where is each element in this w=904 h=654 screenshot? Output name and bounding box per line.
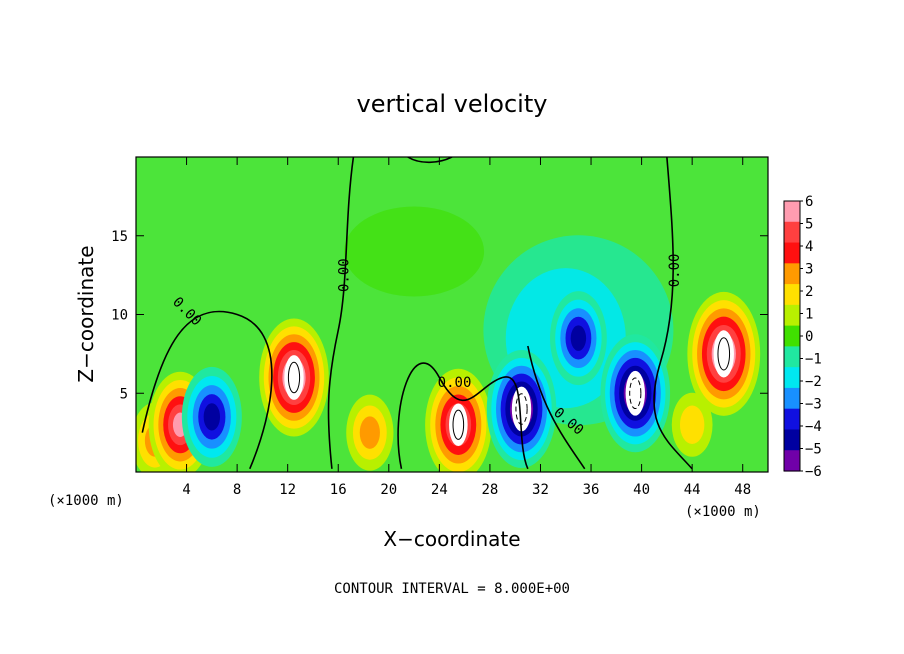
colorbar-cell — [784, 450, 800, 472]
field-feature — [679, 405, 705, 444]
colorbar-tick-label: −2 — [805, 374, 822, 390]
x-tick-label: 32 — [532, 482, 549, 498]
field-region — [344, 206, 485, 297]
field-core — [449, 403, 468, 447]
core-contour — [452, 409, 465, 440]
x-tick-label: 40 — [633, 482, 650, 498]
velocity-field — [136, 206, 761, 472]
colorbar-tick-label: −1 — [805, 352, 822, 368]
colorbar-tick-label: −4 — [805, 419, 822, 435]
y-tick-label: 10 — [111, 308, 128, 324]
core-contour — [287, 361, 301, 394]
colorbar-tick-label: 4 — [805, 239, 813, 255]
colorbar-tick-label: 3 — [805, 262, 813, 278]
zero-contour-line — [327, 157, 355, 469]
zero-contour-line — [397, 362, 529, 470]
field-core — [625, 370, 645, 416]
colorbar-tick-label: −6 — [805, 464, 822, 480]
x-tick-label: 16 — [330, 482, 347, 498]
x-axis-label: X−coordinate — [383, 527, 520, 551]
y-tick-label: 15 — [111, 229, 128, 245]
colorbar-tick-label: −5 — [805, 442, 822, 458]
y-tick-label: 5 — [120, 386, 128, 402]
colorbar-cell — [784, 221, 800, 244]
colorbar-cell — [784, 387, 800, 410]
colorbar-tick-label: 1 — [805, 307, 813, 323]
colorbar-cell — [784, 408, 800, 431]
colorbar-cell — [784, 201, 800, 223]
contour-label: 0.00 — [667, 254, 683, 288]
field-core — [284, 355, 304, 400]
zero-contour-line — [653, 157, 693, 470]
colorbar-cell — [784, 242, 800, 264]
colorbar-cell — [784, 284, 800, 306]
colorbar-cell — [784, 304, 800, 327]
field-core — [713, 330, 734, 378]
x-unit-right: (×1000 m) — [685, 504, 761, 520]
colorbar-tick-label: 2 — [805, 284, 813, 300]
zero-contour-line — [407, 157, 453, 164]
x-tick-label: 12 — [279, 482, 296, 498]
x-tick-label: 4 — [182, 482, 190, 498]
x-tick-label: 36 — [583, 482, 600, 498]
zero-contour-line — [527, 345, 586, 470]
y-axis-label: Z−coordinate — [74, 245, 98, 382]
y-axis-ticks: 5 10 15 — [111, 229, 768, 402]
colorbar-tick-label: 5 — [805, 217, 813, 233]
colorbar-tick-label: 6 — [805, 194, 813, 210]
contour-label: 0.00 — [438, 375, 472, 391]
colorbar-cell — [784, 367, 800, 389]
field-core — [511, 386, 532, 432]
colorbar: 6 5 4 3 2 1 0 −1 −2 −3 −4 −5 −6 — [783, 194, 822, 480]
colorbar-tick-label: −3 — [805, 397, 822, 413]
x-tick-label: 44 — [684, 482, 701, 498]
x-tick-label: 24 — [431, 482, 448, 498]
core-contour — [717, 337, 731, 371]
zero-contour-line — [141, 310, 273, 470]
chart-title: vertical velocity — [357, 90, 548, 118]
contour-interval-annotation: CONTOUR INTERVAL = 8.000E+00 — [334, 581, 570, 597]
zero-contours: 0.00 0.000.000.000.00 — [141, 157, 693, 470]
field-feature — [570, 325, 587, 351]
contour-label: 0.00 — [337, 258, 353, 292]
x-axis-ticks: 4 8 12 16 20 24 28 32 36 40 44 48 — [182, 157, 751, 498]
core-contour — [629, 377, 642, 410]
colorbar-tick-label: 0 — [805, 329, 813, 345]
colorbar-cell — [784, 346, 800, 368]
field-feature — [203, 403, 221, 431]
colorbar-cell — [784, 325, 800, 347]
x-tick-label: 8 — [233, 482, 241, 498]
x-tick-label: 28 — [481, 482, 498, 498]
colorbar-cell — [784, 263, 800, 285]
x-unit-left: (×1000 m) — [48, 493, 124, 509]
x-tick-label: 48 — [734, 482, 751, 498]
plot-area: 0.00 0.000.000.000.00 — [135, 156, 769, 473]
colorbar-cell — [784, 429, 800, 451]
field-feature — [359, 416, 380, 449]
x-tick-label: 20 — [380, 482, 397, 498]
